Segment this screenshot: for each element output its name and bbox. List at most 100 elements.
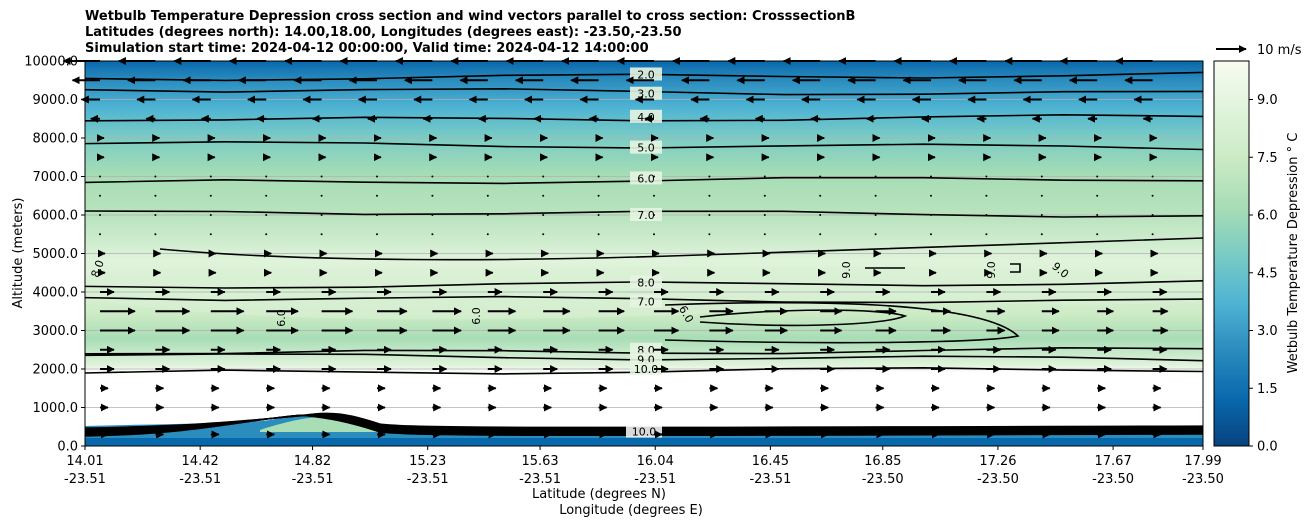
wind-vector [874,233,877,236]
quiver-key-label: 10 m/s [1257,43,1302,58]
x-axis-ticks: 14.01 -23.51 14.42 -23.51 14.82 -23.51 15.23 -2… [64,446,1224,487]
contour-line-cell [664,301,1020,344]
x-axis-label-longitude: Longitude (degrees E) [559,503,703,518]
wind-vector [99,175,101,178]
contour-label-bg [630,67,662,81]
wind-vector [1096,214,1099,216]
contour-label-bg [630,362,662,375]
wind-vector [819,233,822,236]
wind-vector [930,233,932,236]
colorbar-tick-label: 4.5 [1257,266,1278,281]
wind-vector [209,233,212,236]
wind-vector [1040,214,1043,216]
title-line-1: Wetbulb Temperature Depression cross sec… [85,9,856,24]
title-line-2: Latitudes (degrees north): 14.00,18.00, … [85,25,682,40]
wind-vector [653,194,655,197]
wind-vector [597,233,600,236]
wind-vector [708,175,711,178]
x-tick-label-lon: -23.51 [634,472,676,487]
wind-vector [265,194,268,197]
contour-label: 7.0 [637,296,655,309]
x-tick-label-lat: 14.82 [294,454,331,469]
x-tick-label-lat: 16.04 [637,454,674,469]
x-tick-label-lat: 17.26 [979,454,1016,469]
x-tick-label-lat: 15.23 [409,454,446,469]
surface-base [85,438,1203,446]
wind-vector [376,214,378,216]
chart-title: Wetbulb Temperature Depression cross sec… [85,9,855,57]
wind-vector [542,194,545,197]
colorbar [1213,60,1250,447]
contour-label-bg [626,425,662,438]
contour-label-bg [630,208,662,221]
x-tick-label-lat: 16.45 [752,454,789,469]
contour-inline-label: 6.0 [275,309,288,327]
wind-vector [819,194,822,197]
contour-label-bg [630,294,662,308]
y-tick-label: 10000.0 [24,55,78,70]
wind-vector [265,214,268,216]
wind-vector [985,233,988,236]
contour-line-inner [159,237,1204,261]
wind-vector [431,194,434,197]
contour-label-bg [630,140,662,154]
wind-vector [265,233,268,236]
contour-line-cell [1010,263,1021,273]
x-axis-label-latitude: Latitude (degrees N) [532,487,666,502]
colorbar-tick-label: 1.5 [1257,382,1278,397]
wind-vector [1096,233,1099,236]
contour-label: 2.0 [637,68,655,81]
wind-vector [320,175,323,178]
wind-vector [819,214,822,216]
y-tick-label: 6000.0 [33,209,79,224]
wind-vector [154,175,157,178]
colorbar-tick-label: 0.0 [1257,440,1278,455]
wind-vector [99,233,101,236]
wind-vector [376,175,378,178]
x-tick-label-lon: -23.50 [862,472,904,487]
x-tick-label-lon: -23.50 [977,472,1019,487]
wind-vector [985,175,988,178]
wind-vector [597,194,600,197]
wind-vector [376,194,378,197]
wind-vector [653,233,655,236]
wind-vector [708,194,711,197]
wind-vector [653,214,655,216]
x-tick-label-lat: 15.63 [521,454,558,469]
x-tick-label-lat: 14.42 [182,454,219,469]
x-tick-label-lat: 17.67 [1095,454,1132,469]
wind-vector [874,194,877,197]
wind-vector [653,175,655,178]
wind-vector [930,175,932,178]
x-tick-label-lon: -23.50 [1092,472,1134,487]
contour-label: 10.0 [634,363,659,376]
y-tick-label: 0.0 [57,440,78,455]
wind-vector [1040,233,1043,236]
x-tick-label-lon: -23.51 [179,472,221,487]
wind-vector [1151,214,1154,216]
x-tick-label-lat: 17.99 [1184,454,1221,469]
wind-vector [708,214,711,216]
y-tick-label: 7000.0 [33,170,79,185]
wind-vector [265,175,268,178]
wind-vector [320,233,323,236]
wind-vector [763,233,766,236]
contour-label: 5.0 [637,142,655,155]
wind-vector [209,175,212,178]
wind-vector [542,233,545,236]
wind-vector [320,214,323,216]
wind-vector [154,194,157,197]
wind-vector [597,214,600,216]
contour-label-bg [630,275,662,289]
y-tick-label: 4000.0 [33,286,79,301]
wind-vector [597,175,600,178]
wind-vector [542,214,545,216]
wind-vector [1096,175,1099,178]
y-tick-label: 5000.0 [33,247,79,262]
wind-vector [486,175,489,178]
y-axis-label: Altitude (meters) [11,198,26,309]
contour-label: 7.0 [637,209,655,222]
wind-vector [819,175,822,178]
contour-label: 6.0 [637,172,655,185]
